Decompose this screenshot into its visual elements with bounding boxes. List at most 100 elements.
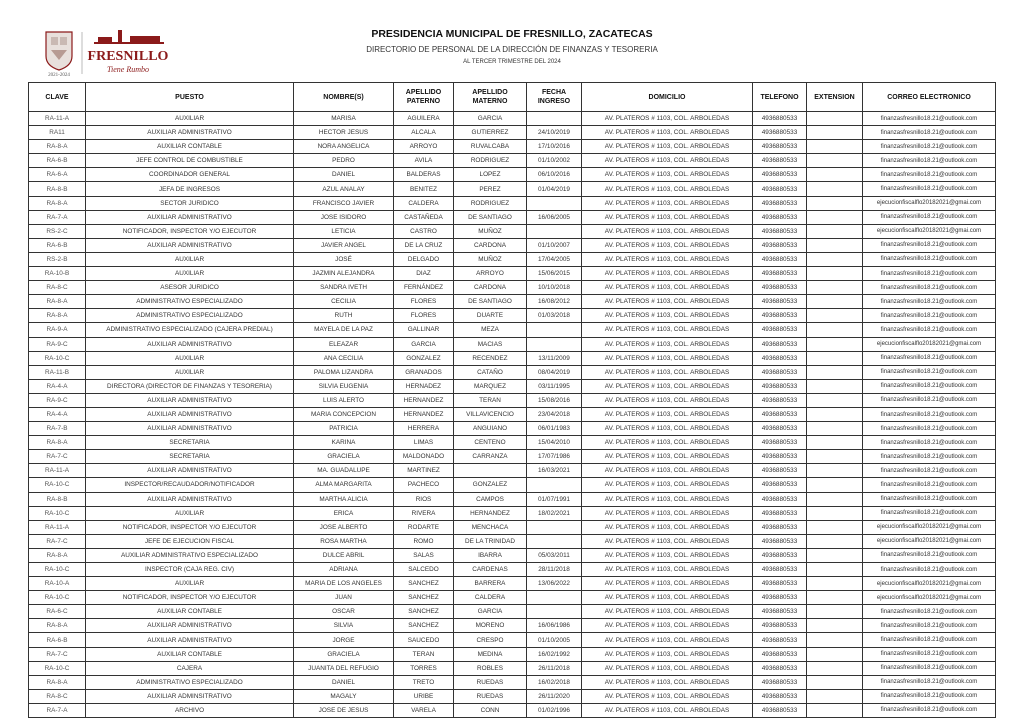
cell-correo: finanzasfresnillo18.21@outlook.com	[862, 237, 996, 253]
cell-nombre: MARIA DE LOS ANGELES	[293, 576, 394, 592]
cell-apellido-paterno: TRETO	[393, 674, 454, 690]
table-row: RA-11-A NOTIFICADOR, INSPECTOR Y/O EJECUT…	[28, 519, 996, 535]
cell-extension	[806, 477, 863, 493]
cell-telefono: 4936880533	[752, 167, 807, 183]
cell-nombre: NORA ANGELICA	[293, 139, 394, 155]
table-row: RA-8-A AUXILIAR CONTABLE NORA ANGELICA ARRO…	[28, 139, 996, 155]
cell-nombre: PATRICIA	[293, 421, 394, 437]
cell-nombre: LUIS ALERTO	[293, 392, 394, 408]
cell-telefono: 4936880533	[752, 519, 807, 535]
cell-apellido-paterno: VARELA	[393, 702, 454, 719]
cell-apellido-materno: BARRERA	[453, 576, 527, 592]
cell-telefono: 4936880533	[752, 406, 807, 423]
cell-fecha-ingreso: 01/10/2002	[526, 153, 582, 169]
table-row: RA-10-C INSPECTOR/RECAUDADOR/NOTIFICADOR A…	[28, 477, 996, 493]
cell-apellido-paterno: SANCHEZ	[393, 576, 454, 592]
cell-puesto: AUXILIAR	[85, 350, 294, 366]
cell-correo: finanzasfresnillo18.21@outlook.com	[862, 463, 996, 479]
cell-apellido-paterno: RODARTE	[393, 519, 454, 535]
cell-telefono: 4936880533	[752, 153, 807, 169]
cell-clave: RA-10-A	[28, 576, 86, 592]
cell-clave: RS-2-C	[28, 223, 86, 239]
table-row: RS-2-C NOTIFICADOR, INSPECTOR Y/O EJECUTO…	[28, 223, 996, 239]
cell-apellido-materno: RUEDAS	[453, 674, 527, 690]
cell-apellido-paterno: TERAN	[393, 646, 454, 662]
cell-fecha-ingreso: 01/04/2019	[526, 181, 582, 197]
cell-apellido-materno: CALDERA	[453, 590, 527, 606]
cell-domicilio: AV. PLATEROS # 1103, COL. ARBOLEDAS	[581, 660, 753, 676]
cell-domicilio: AV. PLATEROS # 1103, COL. ARBOLEDAS	[581, 463, 753, 479]
cell-domicilio: AV. PLATEROS # 1103, COL. ARBOLEDAS	[581, 110, 753, 127]
cell-extension	[806, 125, 863, 141]
column-header-fecha-ingreso: FECHA INGRESO	[526, 82, 582, 112]
cell-puesto: AUXILIAR ADMINSITRATIVO	[85, 688, 294, 704]
cell-nombre: MARTHA ALICIA	[293, 491, 394, 507]
cell-extension	[806, 421, 863, 437]
table-row: RA-6-B JEFE CONTROL DE COMBUSTIBLE PEDRO AV…	[28, 153, 996, 169]
cell-nombre: JUANITA DEL REFUGIO	[293, 660, 394, 676]
table-row: RA-9-C AUXILIAR ADMINISTRATIVO ELEAZAR GARC…	[28, 336, 996, 352]
cell-apellido-paterno: AVILA	[393, 153, 454, 169]
cell-correo: finanzasfresnillo18.21@outlook.com	[862, 632, 996, 648]
column-header-correo: CORREO ELECTRONICO	[862, 82, 996, 112]
cell-domicilio: AV. PLATEROS # 1103, COL. ARBOLEDAS	[581, 364, 753, 380]
table-row: RA-10-C NOTIFICADOR, INSPECTOR Y/O EJECUT…	[28, 590, 996, 606]
cell-clave: RA-10-C	[28, 660, 86, 676]
table-row: RA-10-C INSPECTOR (CAJA REG. CIV) ADRIANA S…	[28, 561, 996, 578]
cell-clave: RA-8-B	[28, 181, 86, 197]
cell-puesto: AUXILIAR CONTABLE	[85, 139, 294, 155]
cell-fecha-ingreso: 10/10/2018	[526, 280, 582, 296]
cell-apellido-paterno: MALDONADO	[393, 449, 454, 465]
cell-clave: RA-9-C	[28, 392, 86, 408]
cell-apellido-materno: GARCIA	[453, 110, 527, 127]
cell-correo: finanzasfresnillo18.21@outlook.com	[862, 421, 996, 437]
table-row: RA-7-B AUXILIAR ADMINISTRATIVO PATRICIA HER…	[28, 421, 996, 437]
cell-nombre: JAVIER ANGEL	[293, 237, 394, 253]
cell-domicilio: AV. PLATEROS # 1103, COL. ARBOLEDAS	[581, 646, 753, 662]
cell-clave: RA-8-A	[28, 618, 86, 634]
fresnillo-logo: 2021-2024 FRESNILLO Tiene Rumbo	[40, 28, 180, 78]
cell-correo: finanzasfresnillo18.21@outlook.com	[862, 449, 996, 465]
table-row: RA-10-C CAJERA JUANITA DEL REFUGIO TORRES RO…	[28, 660, 996, 676]
cell-correo: finanzasfresnillo18.21@outlook.com	[862, 181, 996, 197]
table-row: RA-10-C AUXILIAR ANA CECILIA GONZALEZ RECEND…	[28, 350, 996, 366]
cell-telefono: 4936880533	[752, 449, 807, 465]
cell-apellido-materno: RODRIGUEZ	[453, 153, 527, 169]
cell-puesto: ASESOR JURIDICO	[85, 280, 294, 296]
cell-extension	[806, 618, 863, 634]
cell-nombre: FRANCISCO JAVIER	[293, 195, 394, 211]
cell-apellido-materno: CONN	[453, 702, 527, 719]
table-row: RA-9-C AUXILIAR ADMINISTRATIVO LUIS ALERTO…	[28, 392, 996, 408]
cell-correo: finanzasfresnillo18.21@outlook.com	[862, 364, 996, 380]
cell-extension	[806, 181, 863, 197]
cell-nombre: JORGE	[293, 632, 394, 648]
cell-puesto: JEFE CONTROL DE COMBUSTIBLE	[85, 153, 294, 169]
cell-clave: RS-2-B	[28, 251, 86, 268]
cell-apellido-paterno: FLORES	[393, 294, 454, 310]
cell-correo: finanzasfresnillo18.21@outlook.com	[862, 294, 996, 310]
cell-extension	[806, 632, 863, 648]
cell-clave: RA-8-C	[28, 688, 86, 704]
cell-apellido-materno: ANGUIANO	[453, 421, 527, 437]
cell-nombre: CECILIA	[293, 294, 394, 310]
table-row: RA-4-A AUXILIAR ADMINISTRATIVO MARIA CONCE…	[28, 406, 996, 423]
cell-domicilio: AV. PLATEROS # 1103, COL. ARBOLEDAS	[581, 702, 753, 719]
table-row: RA-8-A AUXILIAR ADMINISTRATIVO ESPECIALIZ…	[28, 547, 996, 564]
cell-puesto: ADMINISTRATIVO ESPECIALIZADO (CAJERA PRE…	[85, 322, 294, 338]
cell-telefono: 4936880533	[752, 491, 807, 507]
cell-clave: RA-8-A	[28, 294, 86, 310]
cell-apellido-materno: GONZALEZ	[453, 477, 527, 493]
cell-telefono: 4936880533	[752, 604, 807, 620]
cell-puesto: AUXILIAR CONTABLE	[85, 604, 294, 620]
table-row: RA-7-C SECRETARIA GRACIELA MALDONADO CARRANZ…	[28, 449, 996, 465]
cell-nombre: SILVIA	[293, 618, 394, 634]
cell-apellido-materno: CENTENO	[453, 435, 527, 451]
cell-correo: finanzasfresnillo18.21@outlook.com	[862, 646, 996, 662]
cell-apellido-materno: GUTIERREZ	[453, 125, 527, 141]
cell-fecha-ingreso: 16/06/2005	[526, 209, 582, 225]
cell-apellido-paterno: CASTAÑEDA	[393, 209, 454, 225]
cell-nombre: ROSA MARTHA	[293, 533, 394, 549]
cell-apellido-materno: MEZA	[453, 322, 527, 338]
cell-clave: RA-7-C	[28, 449, 86, 465]
cell-telefono: 4936880533	[752, 336, 807, 352]
